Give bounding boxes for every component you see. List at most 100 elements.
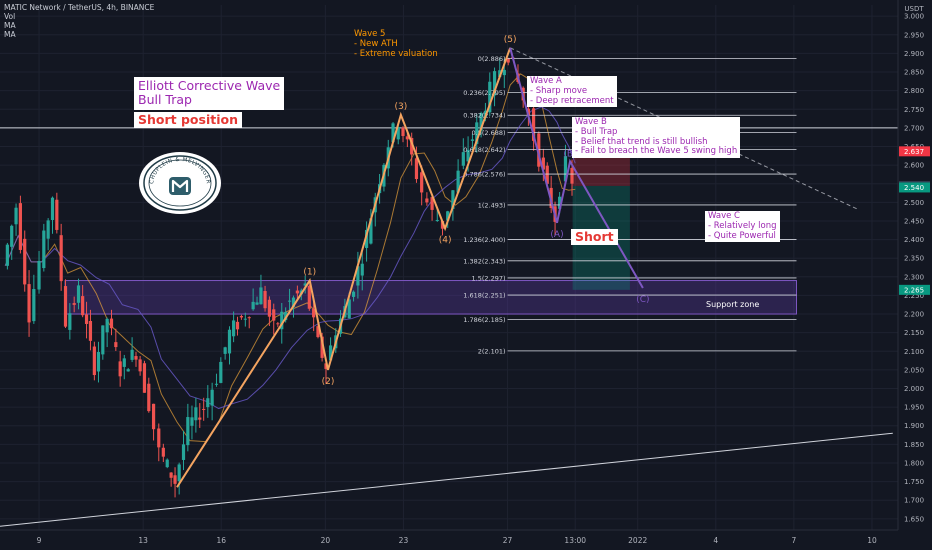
short-label[interactable]: Short — [571, 229, 618, 246]
price-badge-label: 2.637 — [904, 148, 924, 156]
candle — [276, 322, 280, 328]
candle-body — [391, 123, 395, 143]
candle-body — [324, 363, 328, 369]
candle — [219, 357, 223, 384]
candle — [157, 423, 161, 462]
candle-body — [223, 347, 227, 354]
candle-body — [563, 156, 568, 182]
candle-body — [142, 363, 147, 393]
candle — [84, 301, 89, 339]
candle-body — [475, 122, 479, 144]
candle — [210, 382, 214, 421]
wave5-annotation[interactable]: Wave 5 - New ATH - Extreme valuation — [351, 29, 441, 60]
candle — [10, 224, 14, 260]
candle — [263, 285, 267, 312]
impulse-wave-label: (2) — [322, 377, 335, 387]
candle-body — [63, 286, 68, 327]
impulse-wave-label: (1) — [303, 268, 316, 278]
candle — [235, 316, 240, 336]
candle — [63, 279, 68, 328]
candle-body — [347, 299, 351, 319]
candle — [109, 309, 114, 336]
price-tick-label: 1.950 — [904, 404, 924, 412]
candle-body — [214, 383, 219, 385]
candle — [227, 326, 232, 365]
candle — [92, 341, 96, 381]
candle-body — [479, 113, 483, 131]
candle — [410, 132, 414, 166]
fib-level-label: 1(2.493) — [478, 201, 506, 209]
time-axis: 9 13 16 20 23 27 13:00 2022 4 7 10 — [0, 529, 898, 550]
candle — [134, 351, 138, 367]
corrective-wave-label: (B) — [563, 149, 576, 159]
candle — [492, 67, 497, 107]
candle-body — [541, 157, 545, 170]
waveB-point-1: - Bull Trap — [575, 126, 618, 137]
candle — [251, 288, 255, 311]
candle-body — [101, 325, 105, 355]
candle — [202, 397, 206, 421]
candle-body — [303, 283, 307, 286]
price-badge-bg — [899, 182, 930, 193]
waveA-annotation[interactable]: Wave A - Sharp move - Deep retracement — [527, 76, 617, 108]
indicator-ma-1[interactable]: MA — [4, 21, 16, 30]
support-zone-label: Support zone — [706, 300, 760, 309]
candle-body — [312, 308, 316, 318]
candle-body — [177, 464, 181, 482]
candle — [81, 285, 85, 318]
candle — [247, 316, 251, 329]
candle-body — [405, 136, 409, 140]
candle-body — [251, 301, 255, 310]
support-zone-rect — [64, 280, 797, 315]
candle-body — [414, 158, 419, 180]
candle — [267, 296, 271, 327]
indicator-ma-2[interactable]: MA — [4, 30, 16, 39]
price-tick-label: 2.900 — [904, 50, 924, 58]
candle — [55, 192, 59, 234]
price-tick-label: 2.050 — [904, 366, 924, 374]
waveB-annotation[interactable]: Wave B - Bull Trap - Belief that trend i… — [572, 117, 741, 159]
indicator-volume[interactable]: Vol — [4, 12, 16, 21]
candle — [239, 314, 244, 320]
candle — [173, 467, 177, 498]
short-position-annotation[interactable]: Short position — [134, 112, 242, 129]
waveC-annotation[interactable]: Wave C - Relatively long - Quite Powerfu… — [705, 211, 780, 243]
candle-body — [122, 358, 126, 367]
price-tick-label: 3.000 — [904, 13, 924, 21]
waveC-title: Wave C — [708, 211, 740, 221]
candle — [190, 405, 194, 440]
candle-body — [50, 197, 55, 220]
fib-level-label: 1.618(2.251) — [463, 292, 505, 300]
candle-body — [157, 428, 161, 448]
candle — [23, 230, 27, 292]
candle — [396, 124, 400, 145]
time-tick-label: 13:00 — [564, 536, 586, 545]
candle — [151, 403, 156, 441]
symbol-header: MATIC Network / TetherUS, 4h, BINANCE Vo… — [4, 3, 154, 39]
candle — [126, 367, 130, 372]
candle — [161, 443, 165, 463]
time-tick-label: 13 — [138, 536, 148, 545]
candle — [142, 360, 147, 393]
candle-body — [435, 219, 439, 221]
candle — [88, 309, 93, 351]
long-trendline — [0, 432, 893, 527]
candle — [360, 251, 364, 291]
time-tick-label: 7 — [791, 536, 796, 545]
candle-body — [259, 287, 263, 305]
waveA-title: Wave A — [530, 76, 562, 86]
time-axis-bg — [0, 530, 898, 550]
symbol-title[interactable]: MATIC Network / TetherUS, 4h, BINANCE — [4, 3, 155, 12]
candle-body — [206, 398, 210, 408]
candle-body — [210, 389, 214, 406]
candle-body — [425, 198, 429, 203]
price-tick-label: 2.700 — [904, 124, 924, 132]
candle — [206, 385, 210, 418]
price-tick-label: 2.450 — [904, 217, 924, 225]
wave5-title: Wave 5 — [354, 29, 386, 39]
candle — [114, 328, 118, 351]
candle-body — [126, 369, 130, 372]
fib-level-label: 0.5(2.688) — [472, 129, 506, 137]
title-annotation[interactable]: Elliott Corrective Wave Bull Trap — [134, 77, 285, 110]
